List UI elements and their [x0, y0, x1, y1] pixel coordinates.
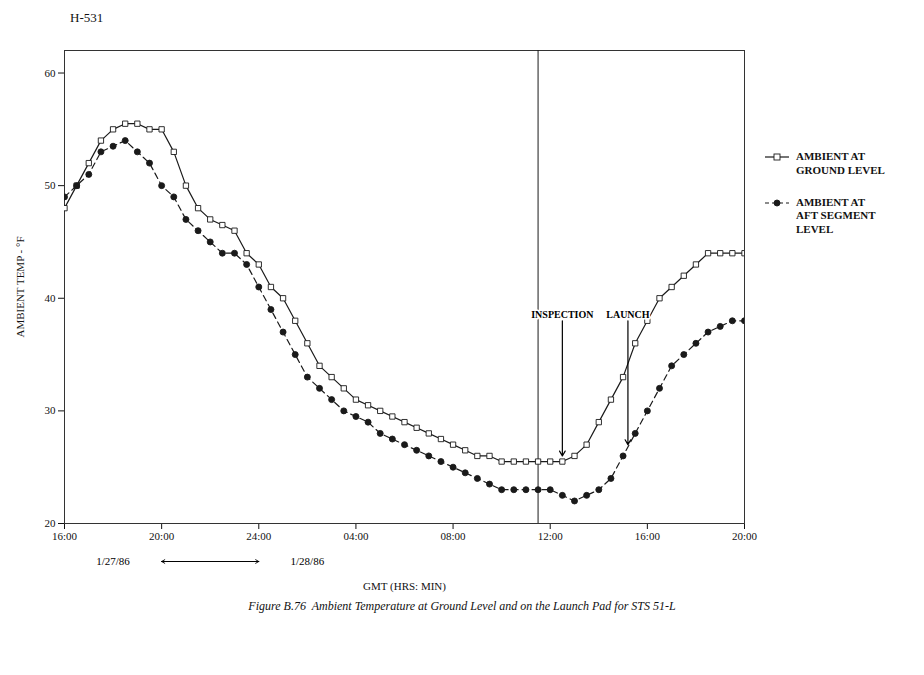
svg-text:1/27/86: 1/27/86 — [96, 555, 130, 567]
svg-text:20:00: 20:00 — [732, 530, 758, 542]
svg-text:1/28/86: 1/28/86 — [291, 555, 325, 567]
svg-text:GMT (HRS: MIN): GMT (HRS: MIN) — [363, 580, 446, 593]
html-text:H-531: H-531 — [70, 10, 104, 25]
html-text:Figure B.76 Ambient Temperatur: Figure B.76 Ambient Temperature at Groun… — [248, 599, 676, 613]
svg-text:40: 40 — [45, 292, 57, 304]
svg-text:24:00: 24:00 — [246, 530, 272, 542]
svg-text:04:00: 04:00 — [343, 530, 369, 542]
html-text:AMBIENT AT AFT SEGMENT LEVEL: AMBIENT AT AFT SEGMENT LEVEL — [796, 195, 876, 235]
html-text:AMBIENT AT GROUND LEVEL: AMBIENT AT GROUND LEVEL — [796, 150, 885, 176]
svg-text:16:00: 16:00 — [635, 530, 661, 542]
svg-text:60: 60 — [45, 67, 57, 79]
svg-text:20: 20 — [45, 517, 57, 529]
svg-text:30: 30 — [45, 404, 57, 416]
svg-text:08:00: 08:00 — [441, 530, 467, 542]
svg-text:INSPECTION: INSPECTION — [531, 309, 594, 320]
svg-text:50: 50 — [45, 179, 57, 191]
svg-text:20:00: 20:00 — [149, 530, 175, 542]
svg-text:16:00: 16:00 — [52, 530, 78, 542]
svg-text:12:00: 12:00 — [538, 530, 564, 542]
svg-text:AMBIENT TEMP - °F: AMBIENT TEMP - °F — [14, 236, 26, 337]
svg-text:LAUNCH: LAUNCH — [606, 309, 650, 320]
